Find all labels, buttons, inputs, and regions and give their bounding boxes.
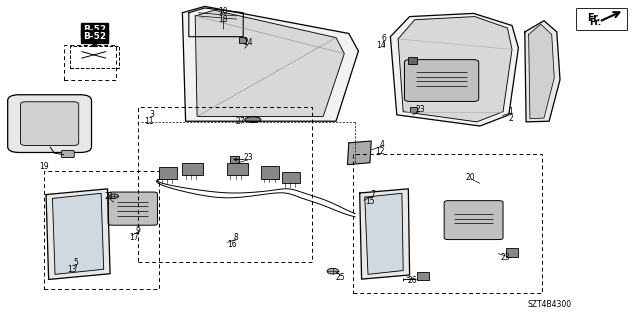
Polygon shape [52,193,104,274]
Text: 13: 13 [67,265,77,274]
Text: Fr.: Fr. [588,13,601,23]
Text: 23: 23 [243,153,253,162]
Text: Fr.: Fr. [589,18,601,27]
Text: 7: 7 [370,190,375,199]
Text: 8: 8 [233,233,238,242]
Bar [506,248,518,257]
Bar [239,37,246,43]
Polygon shape [390,13,518,126]
Text: 27: 27 [235,117,245,126]
FancyBboxPatch shape [108,192,157,225]
Polygon shape [360,189,410,279]
Bar [417,272,429,280]
Polygon shape [398,17,512,122]
Text: 19: 19 [38,162,49,171]
Text: 24: 24 [243,38,253,47]
Text: 26: 26 [407,276,417,285]
Text: 18: 18 [218,15,227,24]
FancyBboxPatch shape [404,60,479,101]
Bar [408,57,417,64]
Polygon shape [365,193,403,274]
FancyBboxPatch shape [8,95,92,152]
Text: 25: 25 [335,273,346,282]
Circle shape [327,268,339,274]
Bar [410,107,417,112]
Text: B-52: B-52 [83,25,106,34]
Text: 20: 20 [465,173,476,182]
Text: 21: 21 [104,192,113,201]
Bar [64,45,116,80]
Polygon shape [525,21,560,122]
Bar [282,172,300,183]
Text: 16: 16 [227,240,237,249]
Text: 1: 1 [508,107,513,115]
Polygon shape [46,189,110,279]
Bar [227,163,248,175]
Text: 11: 11 [145,117,154,126]
Text: B-52: B-52 [83,32,106,41]
FancyBboxPatch shape [61,151,74,158]
Text: 3: 3 [150,110,155,119]
Polygon shape [189,8,243,37]
FancyBboxPatch shape [444,201,503,240]
Text: 14: 14 [376,41,387,50]
Text: 17: 17 [129,233,140,242]
Bar [159,167,177,179]
Text: 2: 2 [508,114,513,122]
Text: 12: 12 [375,147,384,156]
Text: 10: 10 [218,7,228,16]
Text: SZT4B4300: SZT4B4300 [527,300,571,309]
Bar [261,166,279,179]
Text: 9: 9 [135,226,140,235]
Bar [230,156,239,163]
Text: 4: 4 [380,140,385,149]
Text: 15: 15 [365,197,375,206]
Bar [44,171,159,289]
Text: 23: 23 [415,105,425,114]
Text: 23: 23 [500,253,511,262]
Circle shape [109,194,118,198]
Bar [353,154,542,293]
Text: 5: 5 [73,258,78,267]
Ellipse shape [245,117,261,122]
FancyBboxPatch shape [20,102,79,145]
Polygon shape [348,141,371,165]
Polygon shape [195,10,344,116]
Bar [138,107,312,262]
Polygon shape [529,24,554,119]
Text: 6: 6 [381,34,387,43]
Bar [182,163,203,175]
Polygon shape [182,6,358,121]
